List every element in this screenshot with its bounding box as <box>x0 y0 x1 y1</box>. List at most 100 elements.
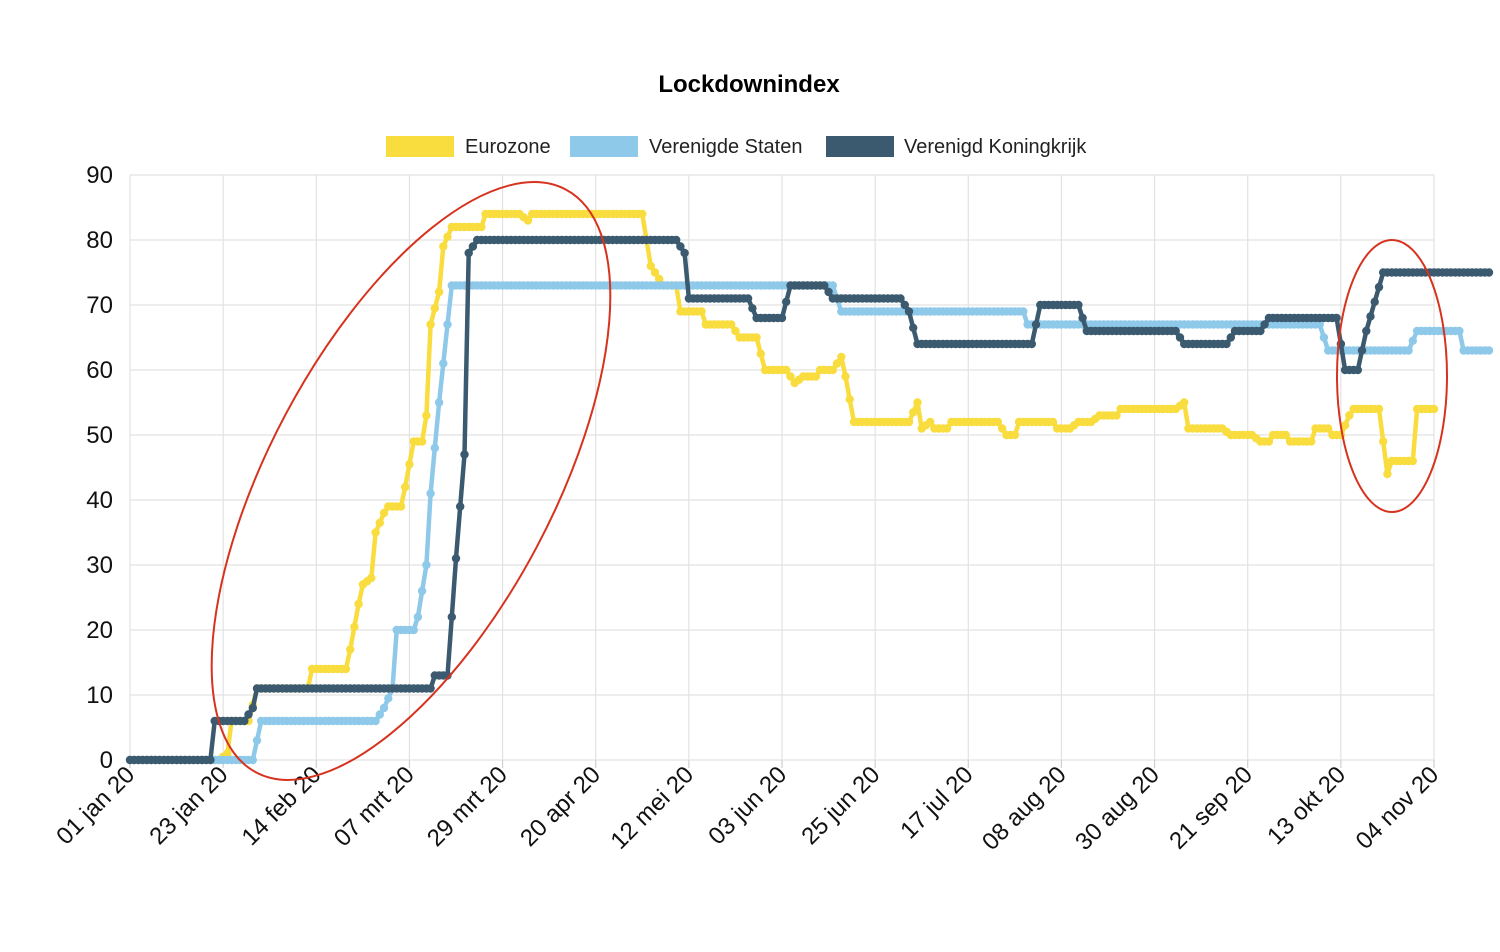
x-tick-label: 17 jul 20 <box>895 761 978 844</box>
data-point <box>1256 326 1265 336</box>
series-lines <box>125 209 1494 765</box>
data-point <box>451 554 461 563</box>
data-point <box>1340 421 1350 430</box>
data-point <box>1379 437 1388 446</box>
data-point <box>993 417 1003 427</box>
data-point <box>409 625 418 635</box>
data-point <box>248 703 257 713</box>
data-point <box>426 489 435 498</box>
data-point <box>650 268 660 277</box>
data-point <box>523 216 533 225</box>
data-point <box>1383 469 1392 479</box>
data-point <box>1374 282 1384 292</box>
data-point <box>1281 430 1291 440</box>
data-point <box>248 755 257 765</box>
data-point <box>1078 313 1087 323</box>
legend: Eurozone Verenigde Staten Verenigd Koningk… <box>386 136 1087 158</box>
data-point <box>909 408 918 417</box>
data-point <box>1362 326 1371 336</box>
data-point <box>896 294 905 303</box>
data-point <box>1175 333 1185 342</box>
data-point <box>371 528 380 537</box>
data-point <box>998 424 1007 433</box>
data-point <box>913 398 922 407</box>
data-point <box>904 417 914 427</box>
data-point <box>422 560 431 570</box>
data-point <box>1404 346 1413 355</box>
data-point <box>1019 307 1028 316</box>
data-point <box>223 749 232 758</box>
data-point <box>1366 312 1375 321</box>
data-point <box>401 482 410 492</box>
data-point <box>430 443 439 453</box>
data-point <box>1171 326 1180 336</box>
data-point <box>782 297 791 306</box>
annotations <box>210 181 1448 781</box>
data-point <box>447 612 456 622</box>
data-point <box>820 281 829 290</box>
data-point <box>439 359 448 368</box>
x-tick-label: 03 jun 20 <box>703 761 792 850</box>
highlight-ellipse-late <box>1336 239 1448 513</box>
data-point <box>811 372 821 381</box>
data-point <box>782 365 791 375</box>
data-point <box>434 398 444 407</box>
x-tick-label: 07 mrt 20 <box>329 761 420 852</box>
data-point <box>1374 404 1384 414</box>
data-point <box>367 573 376 583</box>
y-tick-label: 20 <box>86 617 113 644</box>
data-point <box>786 372 795 381</box>
data-point <box>206 755 215 765</box>
data-point <box>1324 424 1333 433</box>
data-point <box>942 424 952 433</box>
data-point <box>1027 339 1037 349</box>
data-point <box>443 232 452 241</box>
y-tick-label: 30 <box>86 552 113 579</box>
data-point <box>354 599 363 609</box>
data-point <box>1031 320 1041 329</box>
y-tick-label: 60 <box>86 357 113 384</box>
data-point <box>1455 326 1464 336</box>
y-tick-label: 90 <box>86 162 113 189</box>
data-point <box>680 248 689 258</box>
data-point <box>434 287 444 297</box>
x-tick-label: 23 jan 20 <box>144 761 233 850</box>
data-point <box>244 710 253 719</box>
data-point <box>646 261 655 271</box>
data-point <box>752 333 761 342</box>
data-point <box>371 716 380 726</box>
data-point <box>1048 417 1058 427</box>
data-point <box>396 502 406 511</box>
x-tick-label: 14 feb 20 <box>237 761 327 851</box>
data-point <box>1353 365 1363 375</box>
legend-label: Verenigde Staten <box>649 136 802 158</box>
grid <box>129 174 1435 768</box>
highlight-ellipse-early <box>210 181 612 781</box>
data-point <box>672 235 681 245</box>
data-point <box>727 320 736 329</box>
data-point <box>828 281 837 290</box>
data-point <box>379 703 389 713</box>
data-point <box>845 395 854 404</box>
legend-swatch <box>826 136 894 157</box>
legend-label: Verenigd Koningkrijk <box>904 136 1087 158</box>
data-point <box>832 359 842 368</box>
data-point <box>439 242 448 251</box>
data-point <box>460 450 469 459</box>
data-point <box>443 671 452 680</box>
y-tick-label: 70 <box>86 292 113 319</box>
data-point <box>756 349 765 358</box>
data-point <box>777 313 787 323</box>
data-point <box>350 622 359 631</box>
data-point <box>430 304 439 313</box>
x-tick-label: 13 okt 20 <box>1262 761 1351 850</box>
data-point <box>1357 346 1367 355</box>
data-point <box>1226 333 1236 342</box>
data-point <box>346 645 355 654</box>
data-point <box>417 586 427 596</box>
data-point <box>748 304 757 313</box>
data-point <box>655 274 664 284</box>
data-point <box>1010 430 1020 440</box>
